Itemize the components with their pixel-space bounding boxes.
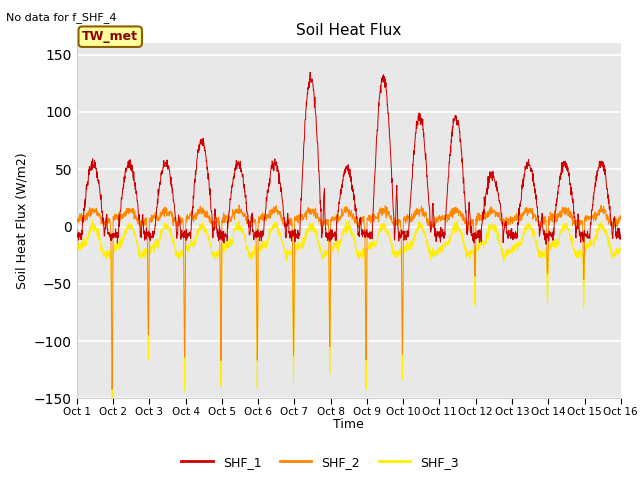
Text: TW_met: TW_met	[82, 30, 138, 43]
Title: Soil Heat Flux: Soil Heat Flux	[296, 23, 401, 38]
X-axis label: Time: Time	[333, 418, 364, 431]
Text: No data for f_SHF_4: No data for f_SHF_4	[6, 12, 117, 23]
Y-axis label: Soil Heat Flux (W/m2): Soil Heat Flux (W/m2)	[15, 153, 28, 289]
Legend: SHF_1, SHF_2, SHF_3: SHF_1, SHF_2, SHF_3	[177, 451, 463, 474]
